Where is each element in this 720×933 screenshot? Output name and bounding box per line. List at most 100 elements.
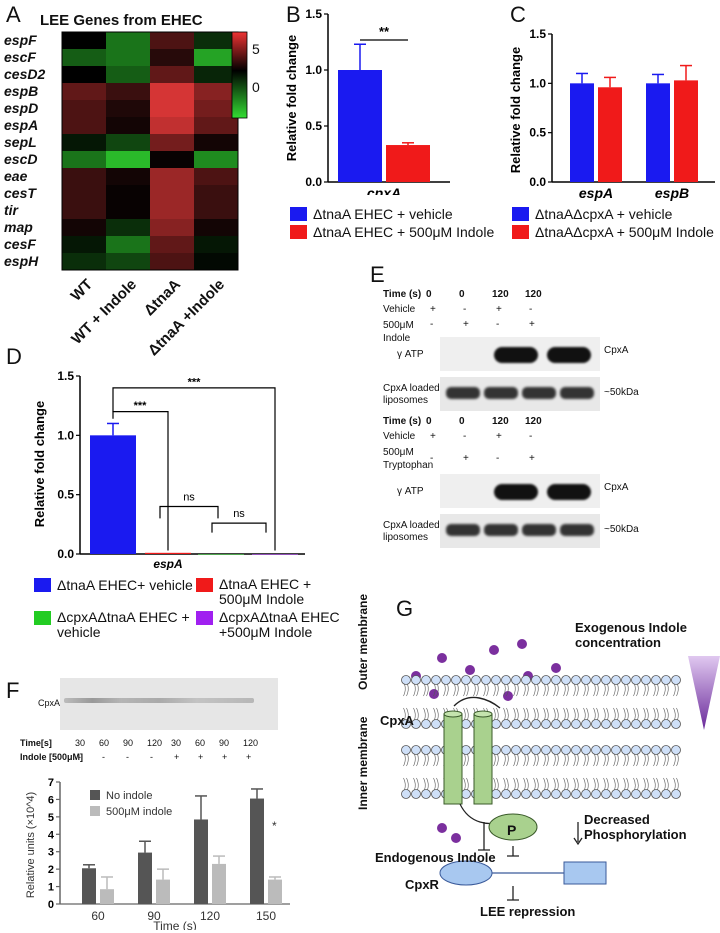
lipid-head <box>491 745 501 755</box>
blot-f-indole-sign: + <box>198 752 204 762</box>
lipid-tail <box>583 777 589 791</box>
bar <box>674 80 698 182</box>
legend-c-item-2: ΔtnaAΔcpxA + 500μM Indole <box>512 224 714 240</box>
heatmap-gene-label: escF <box>4 49 36 65</box>
x-label: cpxA <box>367 185 401 195</box>
lipid-head <box>661 745 671 755</box>
lipid-head <box>491 719 501 729</box>
lipid-head <box>471 675 481 685</box>
lipid-tail <box>513 753 519 767</box>
lipid-head <box>611 719 621 729</box>
lipid-tail <box>623 777 629 791</box>
heatmap-cell <box>106 202 150 219</box>
y-tick-label: 6 <box>48 794 54 806</box>
blot-loading-band <box>446 387 480 399</box>
heatmap-cell <box>194 219 238 236</box>
legend-label: No indole <box>106 790 152 802</box>
lipid-tail <box>423 683 429 697</box>
blot-treatment-sign: + <box>463 453 469 464</box>
lipid-head <box>541 789 551 799</box>
heatmap-cell <box>150 66 194 83</box>
lipid-tail <box>573 777 579 791</box>
lipid-head <box>541 745 551 755</box>
lipid-tail <box>543 777 549 791</box>
heatmap-cell <box>150 219 194 236</box>
lipid-head <box>671 745 681 755</box>
blot-loading-band <box>446 524 480 536</box>
lipid-tail <box>543 683 549 697</box>
blot-time-label: Time (s) <box>383 416 422 427</box>
panel-g-letter: G <box>396 596 414 621</box>
chart-c: 0.0 0.5 1.0 1.5 espA espB Relative fold change <box>508 27 715 201</box>
heatmap-cell <box>194 168 238 185</box>
bracket-2 <box>112 387 276 551</box>
blot-gamma-label: γ ATP <box>397 486 424 497</box>
chart-d: 0.0 0.5 1.0 1.5 *** *** ns ns espA Relative fold … <box>32 369 305 570</box>
lipid-head <box>461 719 471 729</box>
lipid-head <box>651 745 661 755</box>
lipid-head <box>531 719 541 729</box>
heatmap-cell <box>106 134 150 151</box>
heatmap-title: LEE Genes from EHEC <box>40 12 203 29</box>
blot-time-value: 0 <box>426 416 432 427</box>
heatmap-cell <box>62 253 106 270</box>
lipid-head <box>631 719 641 729</box>
lipid-head <box>581 745 591 755</box>
bar <box>194 819 208 904</box>
blot-time-value: 0 <box>459 416 465 427</box>
heatmap-gene-label: espH <box>4 253 39 269</box>
lipid-head <box>571 745 581 755</box>
blot-time-value: 0 <box>426 289 432 300</box>
bar <box>386 145 430 182</box>
lipid-tail <box>603 777 609 791</box>
lipid-head <box>631 789 641 799</box>
lipid-head <box>531 675 541 685</box>
lipid-head <box>651 719 661 729</box>
lipid-head <box>411 745 421 755</box>
lipid-tail <box>623 683 629 697</box>
heatmap-cell <box>106 253 150 270</box>
lipid-tail <box>443 683 449 697</box>
heatmap-gene-label: espA <box>4 117 39 133</box>
lipid-head <box>531 745 541 755</box>
blot-band <box>547 484 591 500</box>
lipid-head <box>611 675 621 685</box>
lipid-tail <box>563 777 569 791</box>
cpxa-loop <box>453 696 501 709</box>
lipid-tail <box>503 707 509 721</box>
blot-treatment-sign: + <box>529 453 535 464</box>
y-tick-label: 0.0 <box>305 175 322 189</box>
blot-vehicle-sign: + <box>430 431 436 442</box>
lipid-tail <box>403 683 409 697</box>
bar <box>138 852 152 904</box>
indole-molecule <box>489 645 499 655</box>
lipid-head <box>611 789 621 799</box>
bar <box>198 554 244 555</box>
y-label: Relative units (×10^4) <box>25 792 37 898</box>
lipid-tail <box>463 777 469 791</box>
blot-f-cpxa-label: CpxA <box>38 698 61 708</box>
lipid-tail <box>523 753 529 767</box>
lipid-tail <box>573 707 579 721</box>
cpxa-helix-cap <box>443 710 463 718</box>
y-tick-label: 0.0 <box>57 547 74 561</box>
heatmap-cell <box>150 134 194 151</box>
blot-treatment-sign: - <box>496 453 500 464</box>
decreased-phosphorylation-label: Decreased Phosphorylation <box>584 812 687 842</box>
lipid-head <box>521 719 531 729</box>
lipid-head <box>621 789 631 799</box>
lipid-tail <box>653 683 659 697</box>
heatmap-cell <box>62 49 106 66</box>
blot-band <box>494 484 538 500</box>
lipid-head <box>411 675 421 685</box>
heatmap-gene-label: map <box>4 219 33 235</box>
lee-repression-label: LEE repression <box>480 904 576 919</box>
lipid-tail <box>633 707 639 721</box>
heatmap-cell <box>62 100 106 117</box>
panel-b-letter: B <box>286 2 301 27</box>
lipid-head <box>641 675 651 685</box>
lipid-tail <box>433 753 439 767</box>
lipid-tail <box>593 753 599 767</box>
blot-band <box>547 347 591 363</box>
lipid-head <box>591 675 601 685</box>
